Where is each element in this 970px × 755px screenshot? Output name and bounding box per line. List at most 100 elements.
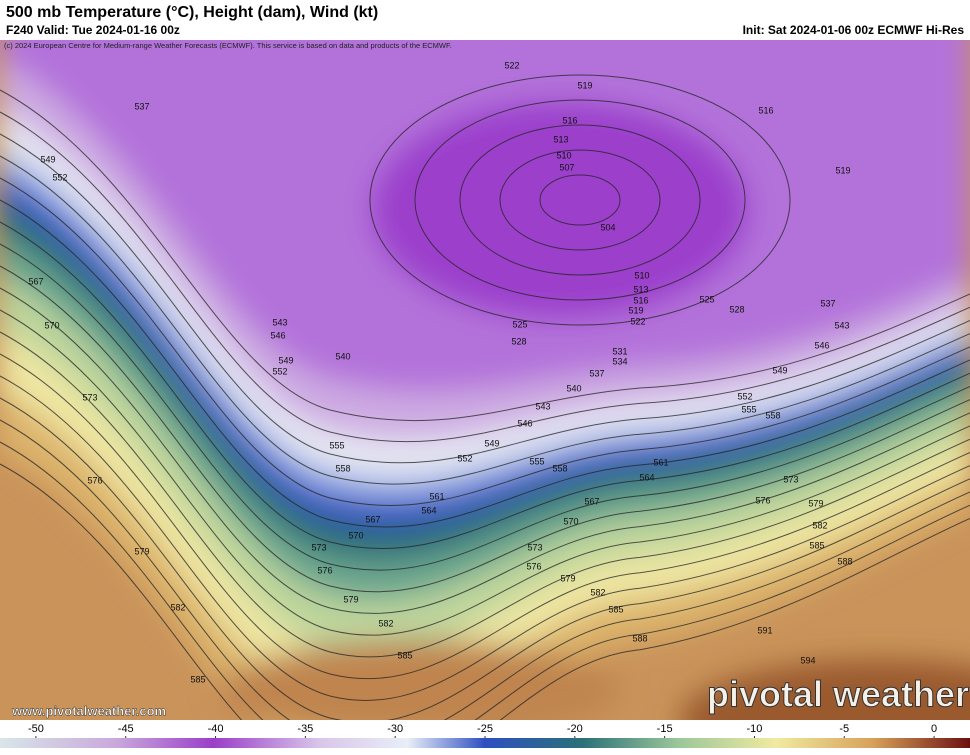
contour-label: 588 xyxy=(837,556,852,566)
watermark: pivotal weather xyxy=(707,674,969,715)
contour-label: 579 xyxy=(560,573,575,583)
height-contour xyxy=(0,331,970,658)
contour-label: 516 xyxy=(562,115,577,125)
contour-label: 552 xyxy=(737,391,752,401)
contour-label: 561 xyxy=(653,457,668,467)
contour-label: 513 xyxy=(553,134,568,144)
contour-label: 573 xyxy=(311,542,326,552)
contour-label: 555 xyxy=(329,440,344,450)
contour-label: 567 xyxy=(365,514,380,524)
contour-label: 558 xyxy=(765,410,780,420)
height-contour xyxy=(0,375,970,702)
contour-label: 570 xyxy=(348,530,363,540)
contour-label: 561 xyxy=(429,491,444,501)
contour-label: 549 xyxy=(40,154,55,164)
contour-label: 567 xyxy=(28,276,43,286)
contour-label: 570 xyxy=(563,516,578,526)
contour-label: 504 xyxy=(600,222,615,232)
colorbar-tick-label: -5 xyxy=(839,723,849,735)
contour-label: 573 xyxy=(527,542,542,552)
contour-label: 555 xyxy=(741,404,756,414)
init-time: Init: Sat 2024-01-06 00z ECMWF Hi-Res xyxy=(743,23,965,37)
height-contour xyxy=(0,441,970,720)
contour-label: 537 xyxy=(820,298,835,308)
contour-label: 543 xyxy=(535,401,550,411)
contour-label: 582 xyxy=(812,520,827,530)
contour-label: 576 xyxy=(526,561,541,571)
contour-label: 534 xyxy=(612,356,627,366)
contour-label: 525 xyxy=(512,319,527,329)
height-contour xyxy=(539,174,621,226)
contour-label: 573 xyxy=(82,392,97,402)
colorbar-tick-label: -20 xyxy=(567,723,583,735)
contour-labels: 5375495525675705735765795825855435465495… xyxy=(28,60,852,684)
colorbar-tick-label: -10 xyxy=(746,723,762,735)
contour-label: 567 xyxy=(584,496,599,506)
contour-label: 507 xyxy=(559,162,574,172)
contour-label: 537 xyxy=(589,368,604,378)
colorbar-tick-label: -45 xyxy=(118,723,134,735)
height-contour xyxy=(0,133,970,464)
colorbar-tick-label: -40 xyxy=(208,723,224,735)
contour-label: 570 xyxy=(44,320,59,330)
contour-label: 558 xyxy=(552,463,567,473)
height-contour xyxy=(499,149,661,251)
height-contour xyxy=(459,124,701,276)
contour-label: 585 xyxy=(397,650,412,660)
height-contour xyxy=(0,177,970,506)
height-contour xyxy=(0,397,970,720)
contour-label: 519 xyxy=(577,80,592,90)
contour-label: 576 xyxy=(87,475,102,485)
contour-label: 540 xyxy=(335,351,350,361)
height-contour xyxy=(0,287,970,614)
contour-label: 546 xyxy=(517,418,532,428)
contour-label: 585 xyxy=(190,674,205,684)
contour-label: 537 xyxy=(134,101,149,111)
height-contour xyxy=(0,199,970,528)
contour-label: 576 xyxy=(317,565,332,575)
colorbar xyxy=(0,738,970,748)
colorbar-tick-label: -35 xyxy=(297,723,313,735)
contour-label: 585 xyxy=(608,604,623,614)
contour-label: 588 xyxy=(632,633,647,643)
height-contour xyxy=(0,309,970,636)
contour-label: 513 xyxy=(633,284,648,294)
contour-label: 555 xyxy=(529,456,544,466)
height-contour xyxy=(0,221,970,550)
height-contour xyxy=(414,99,746,301)
contour-label: 549 xyxy=(772,365,787,375)
contour-label: 564 xyxy=(639,472,654,482)
contour-label: 549 xyxy=(278,355,293,365)
header-bg xyxy=(0,0,970,40)
contour-label: 531 xyxy=(612,346,627,356)
contour-label: 510 xyxy=(556,150,571,160)
height-contour xyxy=(0,463,970,720)
contour-label: 543 xyxy=(834,320,849,330)
height-contour xyxy=(0,111,970,443)
height-contour xyxy=(369,74,791,326)
contour-label: 552 xyxy=(52,172,67,182)
valid-time: F240 Valid: Tue 2024-01-16 00z xyxy=(6,23,180,37)
contour-label: 576 xyxy=(755,495,770,505)
colorbar-tick-label: -50 xyxy=(28,723,44,735)
title: 500 mb Temperature (°C), Height (dam), W… xyxy=(6,4,378,21)
contour-label: 564 xyxy=(421,505,436,515)
contour-label: 516 xyxy=(758,105,773,115)
copyright: (c) 2024 European Centre for Medium-rang… xyxy=(4,41,452,50)
contour-label: 573 xyxy=(783,474,798,484)
contour-label: 510 xyxy=(634,270,649,280)
contour-label: 528 xyxy=(729,304,744,314)
contour-label: 582 xyxy=(170,602,185,612)
contour-label: 546 xyxy=(814,340,829,350)
contour-label: 585 xyxy=(809,540,824,550)
contour-label: 558 xyxy=(335,463,350,473)
contour-label: 546 xyxy=(270,330,285,340)
height-contour xyxy=(0,243,970,571)
height-contour xyxy=(0,265,970,593)
warm-corner xyxy=(680,660,970,720)
contour-label: 552 xyxy=(457,453,472,463)
contour-label: 591 xyxy=(757,625,772,635)
contour-label: 552 xyxy=(272,366,287,376)
